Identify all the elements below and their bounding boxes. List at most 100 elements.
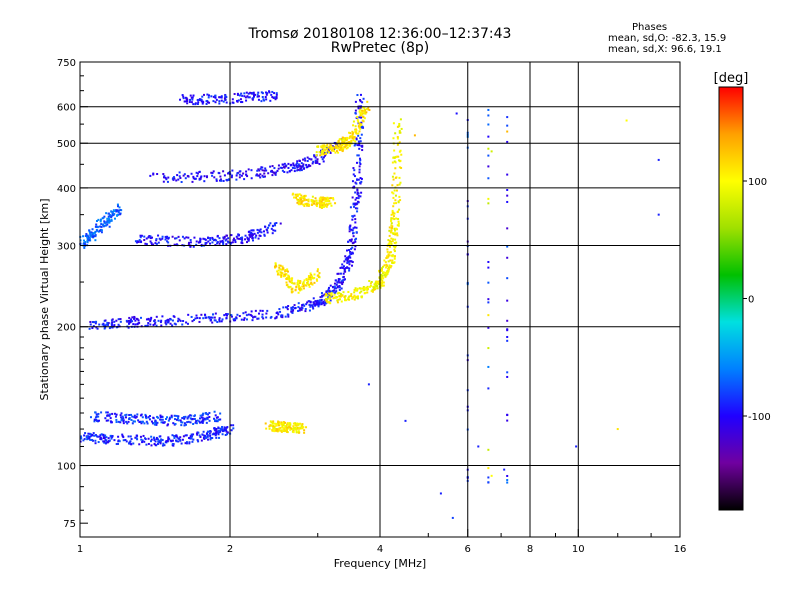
data-point — [222, 179, 225, 182]
data-point — [338, 284, 341, 287]
data-point — [333, 293, 336, 296]
data-point — [269, 165, 272, 168]
data-point — [322, 148, 325, 151]
data-point — [398, 141, 401, 144]
data-point — [301, 200, 304, 203]
data-point — [340, 281, 343, 284]
data-point — [275, 92, 278, 95]
data-point — [134, 416, 137, 419]
data-point — [108, 439, 111, 442]
data-point — [155, 315, 158, 318]
data-point — [357, 120, 360, 123]
data-point — [266, 231, 269, 234]
data-point — [286, 171, 289, 174]
data-point — [281, 267, 284, 270]
data-point — [151, 243, 154, 246]
data-point — [221, 428, 224, 431]
data-point — [203, 434, 206, 437]
data-point — [284, 269, 287, 272]
data-point — [323, 204, 326, 207]
data-point — [250, 169, 253, 172]
data-point — [148, 418, 151, 421]
trace-f-x — [273, 262, 321, 294]
trace-e — [264, 420, 308, 434]
data-point — [239, 170, 242, 173]
data-point — [301, 307, 304, 310]
data-point — [218, 436, 221, 439]
data-point — [350, 238, 353, 241]
data-point — [302, 163, 305, 166]
data-point — [191, 320, 194, 323]
data-point — [162, 421, 165, 424]
data-point — [261, 95, 264, 98]
data-point — [132, 323, 135, 326]
data-point — [396, 211, 399, 214]
data-point — [302, 197, 305, 200]
data-point — [154, 242, 157, 245]
data-point — [191, 98, 194, 101]
data-point — [393, 227, 396, 230]
data-point — [261, 92, 264, 95]
data-point — [232, 239, 235, 242]
data-point — [393, 172, 396, 175]
data-point — [301, 196, 304, 199]
data-point — [389, 231, 392, 234]
data-point — [328, 297, 331, 300]
data-point — [360, 121, 363, 124]
data-point — [320, 156, 323, 159]
data-point — [263, 169, 266, 172]
data-point — [487, 177, 490, 180]
data-point — [293, 164, 296, 167]
data-point — [358, 165, 361, 168]
data-point — [138, 443, 141, 446]
data-point — [356, 178, 359, 181]
data-point — [322, 302, 325, 305]
data-point — [326, 200, 329, 203]
data-point — [145, 420, 148, 423]
data-point — [161, 418, 164, 421]
colorbar-tick-label: 100 — [748, 177, 767, 188]
data-point — [377, 282, 380, 285]
data-point — [195, 420, 198, 423]
data-point — [265, 316, 268, 319]
data-point — [163, 444, 166, 447]
data-point — [386, 269, 389, 272]
data-point — [153, 322, 156, 325]
data-point — [362, 97, 365, 100]
data-point — [353, 169, 356, 172]
data-point — [392, 205, 395, 208]
data-point — [249, 235, 252, 238]
data-point — [352, 231, 355, 234]
data-point — [506, 481, 509, 484]
data-point — [144, 242, 147, 245]
data-point — [305, 279, 308, 282]
data-point — [279, 222, 282, 225]
data-point — [117, 442, 120, 445]
data-point — [278, 421, 281, 424]
data-point — [316, 158, 319, 161]
data-point — [279, 268, 282, 271]
data-point — [339, 272, 342, 275]
data-point — [198, 434, 201, 437]
data-point — [359, 140, 362, 143]
data-point — [132, 420, 135, 423]
data-point — [393, 261, 396, 264]
data-point — [316, 201, 319, 204]
data-point — [118, 440, 121, 443]
data-point — [398, 130, 401, 133]
data-point — [214, 94, 217, 97]
data-point — [391, 217, 394, 220]
data-point — [202, 430, 205, 433]
data-point — [308, 157, 311, 160]
data-point — [313, 202, 316, 205]
data-point — [279, 166, 282, 169]
data-point — [295, 285, 298, 288]
data-point — [102, 225, 105, 228]
data-point — [102, 322, 105, 325]
data-point — [229, 242, 232, 245]
data-point — [106, 217, 109, 220]
data-point — [125, 420, 128, 423]
data-point — [189, 414, 192, 417]
data-point — [318, 299, 321, 302]
data-point — [337, 146, 340, 149]
